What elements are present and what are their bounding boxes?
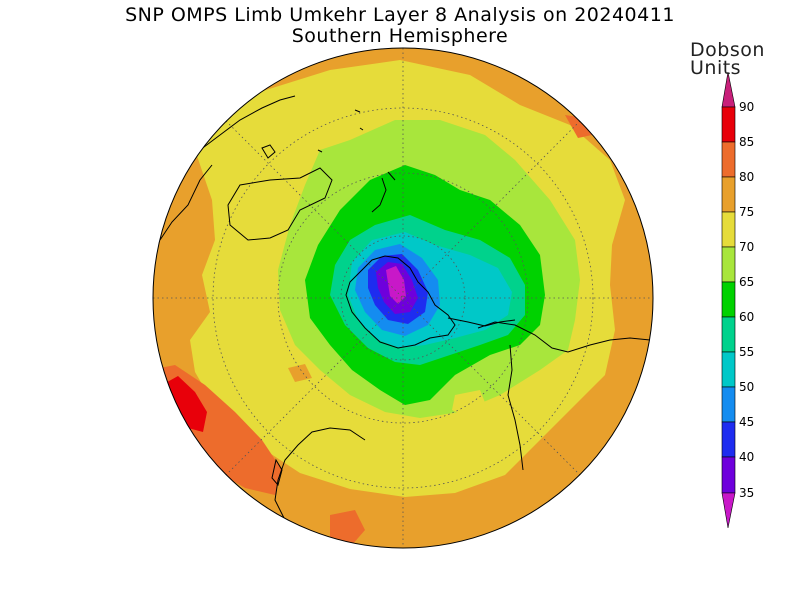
map-subtitle: Southern Hemisphere xyxy=(291,25,509,47)
map-title: SNP OMPS Limb Umkehr Layer 8 Analysis on… xyxy=(125,4,675,26)
colorbar-unit-label: Dobson xyxy=(690,39,765,61)
colorbar-bin-75-80 xyxy=(721,176,736,213)
colorbar-bin-45-50 xyxy=(721,386,736,423)
colorbar-bin-40-45 xyxy=(721,421,736,458)
tasmania xyxy=(261,144,276,159)
colorbar-tick-label: 55 xyxy=(739,345,755,359)
colorbar-tick-label: 85 xyxy=(739,135,755,149)
colorbar-bin-80-85 xyxy=(721,141,736,178)
field-magenta xyxy=(386,266,406,304)
field-red xyxy=(162,376,207,432)
madagascar xyxy=(271,458,283,487)
colorbar-tick-label: 80 xyxy=(739,170,755,184)
colorbar-tick-label: 50 xyxy=(739,380,755,394)
colorbar-bin-60-65 xyxy=(721,281,736,318)
colorbar-tick-label: 65 xyxy=(739,275,755,289)
map-frame xyxy=(152,47,654,549)
colorbar-bin-85-90 xyxy=(721,106,736,143)
antarctica-coast xyxy=(345,255,456,349)
australia-east xyxy=(159,164,213,241)
colorbar-tick-label: 40 xyxy=(739,450,755,464)
colorbar xyxy=(721,71,736,529)
coastlines xyxy=(159,95,651,521)
new-zealand xyxy=(371,177,387,213)
graticule xyxy=(153,48,653,548)
new-zealand-north xyxy=(387,171,396,181)
field-dark-orange-spot xyxy=(288,364,312,382)
islands-pacific xyxy=(317,109,364,153)
australia-north xyxy=(199,95,296,151)
colorbar-bin-50-55 xyxy=(721,351,736,388)
colorbar-tick-label: 60 xyxy=(739,310,755,324)
field-yellow-patch xyxy=(452,390,488,418)
south-america-west xyxy=(507,344,524,471)
colorbar-tick-label: 90 xyxy=(739,100,755,114)
south-america-coast xyxy=(477,321,651,353)
colorbar-bin-35-40 xyxy=(721,456,736,494)
colorbar-tick-label: 45 xyxy=(739,415,755,429)
colorbar-bin-65-70 xyxy=(721,246,736,283)
colorbar-tick-label: 70 xyxy=(739,240,755,254)
colorbar-tick-label: 75 xyxy=(739,205,755,219)
colorbar-bin-70-75 xyxy=(721,211,736,248)
colorbar-unit-label-2: Units xyxy=(690,57,742,79)
australia-coast xyxy=(227,167,333,241)
colorbar-bin-55-60 xyxy=(721,316,736,353)
colorbar-tick-label: 35 xyxy=(739,486,755,500)
colorbar-bottom-arrow xyxy=(721,492,736,529)
africa-coast xyxy=(274,427,366,521)
field-red-orange-2 xyxy=(330,510,365,545)
